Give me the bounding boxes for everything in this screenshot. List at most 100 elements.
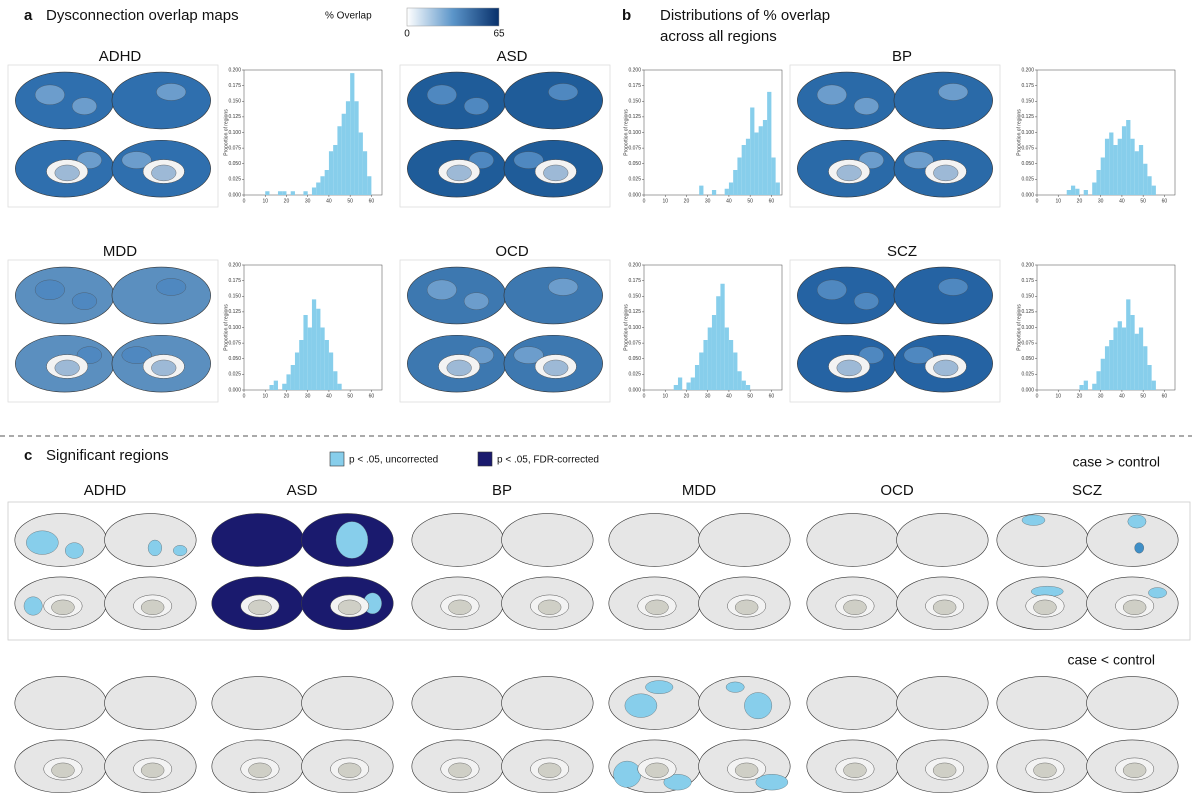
y-tick-label: 0.025 [628,177,641,183]
bar [1096,371,1100,390]
y-axis-label: Proportion of regions [623,109,629,156]
bar [274,381,278,390]
bar [1135,151,1139,195]
bar [1122,126,1126,195]
x-tick-label: 40 [326,198,332,204]
subcortex [645,600,668,615]
subcortex [55,360,80,376]
region-patch [1148,588,1166,599]
bar [299,340,303,390]
hemisphere [797,267,896,324]
hemisphere [412,677,504,730]
bar [1113,328,1117,391]
bar [746,139,750,195]
hemisphere [302,677,394,730]
x-tick-label: 10 [262,393,268,399]
bar [1130,139,1134,195]
subcortex [338,763,361,778]
bar [312,299,316,390]
x-tick-label: 60 [369,393,375,399]
hemisphere [212,677,304,730]
panel-letter: a [24,7,33,24]
hemisphere [15,267,114,324]
subcortex [843,600,866,615]
region-patch [173,545,187,556]
hemisphere [112,72,211,129]
x-tick-label: 40 [1119,393,1125,399]
bar [359,133,363,196]
y-tick-label: 0.025 [1021,372,1034,378]
colorbar-min: 0 [404,29,410,40]
subcortex [837,165,862,181]
bar [1147,176,1151,195]
y-tick-label: 0.150 [228,294,241,300]
bar [1084,381,1088,390]
bar [350,73,354,195]
x-tick-label: 30 [705,393,711,399]
hemisphere [807,514,899,567]
hemisphere [997,677,1089,730]
y-tick-label: 0.125 [228,309,241,315]
x-tick-label: 0 [243,393,246,399]
hemisphere [894,72,993,129]
bar [278,191,282,195]
bar [1130,315,1134,390]
bar [291,191,295,195]
y-tick-label: 0.050 [1021,161,1034,167]
subcortex [538,763,561,778]
bar [750,108,754,196]
subcortex [448,763,471,778]
bar [282,191,286,195]
bar [678,378,682,391]
y-tick-label: 0.150 [628,294,641,300]
bar [1067,190,1071,195]
x-tick-label: 10 [1055,393,1061,399]
x-tick-label: 30 [305,198,311,204]
bar [771,158,775,196]
region-patch [548,278,578,295]
x-tick-label: 60 [369,198,375,204]
bar [1122,328,1126,391]
region-patch [938,83,968,100]
bar [729,340,733,390]
row-label: case > control [1072,454,1160,470]
disorder-label: BP [892,48,912,65]
subcortex [1123,763,1146,778]
bar [337,126,341,195]
y-tick-label: 0.050 [628,161,641,167]
colorbar-max: 65 [493,29,505,40]
hemisphere [412,514,504,567]
region-patch [817,85,847,105]
bar [733,353,737,391]
hemisphere [797,72,896,129]
y-tick-label: 0.075 [628,145,641,151]
figure: a Dysconnection overlap maps % Overlap 0… [0,0,1192,807]
hemisphere [15,72,114,129]
y-tick-label: 0.100 [628,130,641,136]
region-patch [464,293,489,310]
bar [763,120,767,195]
disorder-label: ADHD [99,48,142,65]
bar [737,158,741,196]
x-tick-label: 0 [643,198,646,204]
bar [1143,164,1147,195]
region-patch [854,293,879,310]
y-axis-label: Proportion of regions [623,304,629,351]
y-tick-label: 0.100 [228,325,241,331]
bar [767,92,771,195]
bar [342,114,346,195]
bar [1105,139,1109,195]
y-tick-label: 0.200 [228,67,241,73]
y-tick-label: 0.100 [628,325,641,331]
subcortex [933,360,958,376]
region-patch [854,98,879,115]
x-tick-label: 0 [1036,393,1039,399]
bar [295,353,299,391]
hemisphere [609,514,701,567]
panel-letter: b [622,7,631,24]
bar [282,384,286,390]
bar [363,151,367,195]
bar [725,189,729,195]
x-tick-label: 20 [684,393,690,399]
y-axis-label: Proportion of regions [1016,304,1022,351]
